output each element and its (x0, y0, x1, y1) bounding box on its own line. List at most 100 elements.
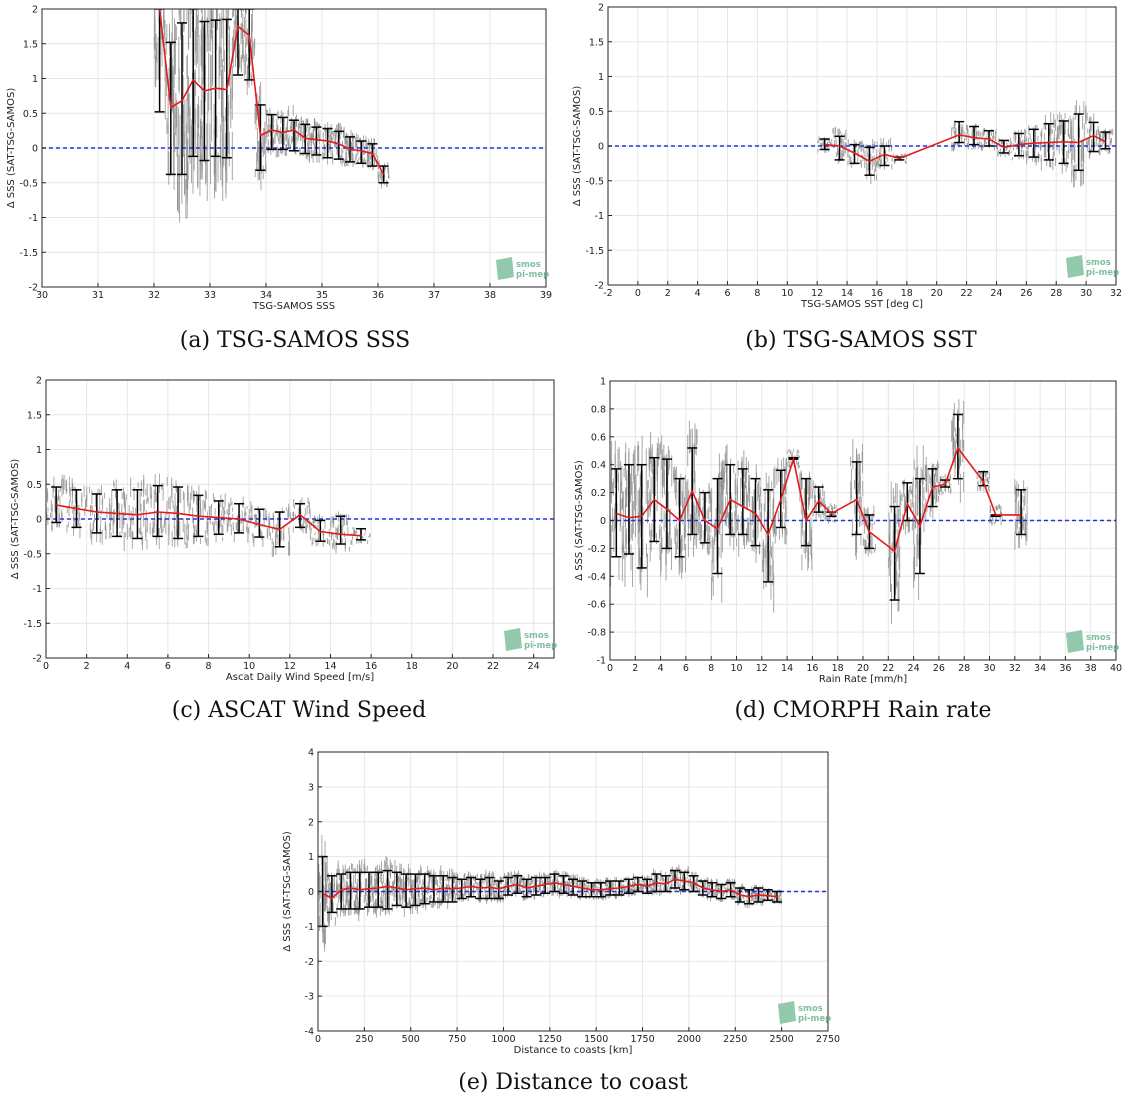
x-tick-label: 16 (365, 661, 377, 672)
x-tick-label: 0 (635, 288, 641, 299)
x-tick-label: 6 (165, 661, 171, 672)
scatter-cloud-a (153, 9, 390, 223)
x-tick-label: 18 (901, 288, 913, 299)
x-tick-label: 33 (204, 290, 216, 301)
x-tick-label: 24 (528, 661, 540, 672)
y-axis-label: Δ SSS (SAT-TSG-SAMOS) (6, 88, 17, 209)
y-tick-label: 1 (600, 377, 606, 388)
x-tick-label: 12 (756, 663, 768, 674)
y-tick-label: 0.2 (591, 488, 606, 499)
logo-text-line2: pi-mep (1086, 268, 1119, 278)
x-tick-label: 20 (446, 661, 458, 672)
x-tick-label: 32 (148, 290, 160, 301)
logo-text-line1: smos (1086, 258, 1111, 268)
y-tick-label: -0.4 (587, 572, 606, 583)
x-tick-label: 12 (284, 661, 296, 672)
chart-c: 0 2 4 6 8 10 12 14 16 18 20 22 24-2-1.5-1-0.500.511.… (10, 376, 557, 684)
y-tick-label: -0.2 (587, 544, 606, 555)
x-tick-label: 30 (983, 663, 995, 674)
y-tick-label: 1 (598, 72, 604, 83)
x-tick-label: 38 (484, 290, 496, 301)
y-tick-label: -2 (595, 281, 604, 292)
y-tick-label: 0 (36, 515, 42, 526)
logo-text-line1: smos (524, 631, 549, 641)
x-tick-label: 40 (1110, 663, 1122, 674)
mean-line (824, 134, 1106, 163)
y-tick-label: 1 (36, 445, 42, 456)
y-tick-label: -2 (33, 654, 42, 665)
y-tick-label: -1.5 (585, 246, 604, 257)
x-tick-label: 22 (961, 288, 973, 299)
x-tick-label: 0 (607, 663, 613, 674)
chart-a: 30 31 32 33 34 35 36 37 38 39 -2 -1.5 -1 -0.5 0 0.5 1 1.5… (6, 5, 552, 313)
y-tick-label: 2 (32, 5, 38, 16)
mean-line (158, 9, 385, 175)
x-tick-label: 37 (428, 290, 440, 301)
x-tick-label: 22 (487, 661, 499, 672)
logo-text-line2: pi-mep (524, 641, 557, 651)
x-tick-label: 6 (683, 663, 689, 674)
y-tick-label: -1 (595, 211, 604, 222)
y-tick-label: 0.6 (591, 432, 606, 443)
x-tick-label: 14 (781, 663, 793, 674)
x-tick-label: 2 (665, 288, 671, 299)
x-axis-label: Ascat Daily Wind Speed [m/s] (226, 672, 374, 683)
x-axis-label: TSG-SAMOS SST [deg C] (800, 299, 923, 310)
logo-mark (1066, 255, 1084, 278)
y-tick-label: -0.5 (19, 178, 38, 189)
x-tick-label: 26 (933, 663, 945, 674)
x-axis-label: Rain Rate [mm/h] (819, 674, 907, 685)
y-tick-label: 0.5 (27, 480, 42, 491)
x-tick-label: 14 (324, 661, 336, 672)
y-axis-label: Δ SSS (SAT-TSG-SAMOS) (574, 460, 585, 581)
x-tick-label: 6 (725, 288, 731, 299)
x-tick-label: 18 (406, 661, 418, 672)
y-tick-label: 0 (598, 142, 604, 153)
scatter-cloud-b (817, 100, 1114, 188)
logo-text-line1: smos (516, 260, 541, 270)
ticks-d: 0 2 4 6 8 10 12 14 16 18 20 22 24 26 28 30 32 34 36 38 40-1-… (587, 377, 1122, 675)
y-axis-label: Δ SSS (SAT-TSG-SAMOS) (572, 86, 583, 207)
y-tick-label: 1 (32, 74, 38, 85)
chart-b: -2 0 2 4 6 8 10 12 14 16 18 20 22 24 26 28 30 32-2-1.5-1-… (572, 3, 1122, 311)
logo-text-line1: smos (1086, 633, 1111, 643)
x-tick-label: 38 (1085, 663, 1097, 674)
y-tick-label: 0 (32, 144, 38, 155)
x-tick-label: -2 (603, 288, 612, 299)
logo-text-line2: pi-mep (516, 270, 549, 280)
mean-line (616, 446, 1022, 553)
x-tick-label: 8 (708, 663, 714, 674)
logo-mark (504, 628, 522, 651)
x-tick-label: 18 (832, 663, 844, 674)
logo-text-line2: pi-mep (1086, 643, 1119, 653)
x-tick-label: 10 (243, 661, 255, 672)
x-tick-label: 10 (730, 663, 742, 674)
y-tick-label: 2 (598, 3, 604, 14)
x-tick-label: 20 (857, 663, 869, 674)
y-tick-label: 0.5 (589, 107, 604, 118)
x-tick-label: 34 (260, 290, 272, 301)
y-tick-label: 0.8 (591, 404, 606, 415)
logo-mark (1066, 630, 1084, 653)
ticks-c: 0 2 4 6 8 10 12 14 16 18 20 22 24-2-1.5-1-0.500.511.… (23, 376, 539, 673)
x-tick-label: 32 (1110, 288, 1122, 299)
y-tick-label: -1.5 (23, 619, 42, 630)
y-axis-label: Δ SSS (SAT-TSG-SAMOS) (10, 459, 21, 580)
y-tick-label: -1 (29, 213, 38, 224)
y-tick-label: -1 (597, 656, 606, 667)
x-tick-label: 22 (882, 663, 894, 674)
mean-line (56, 504, 362, 537)
x-tick-label: 8 (754, 288, 760, 299)
x-tick-label: 31 (92, 290, 104, 301)
x-tick-label: 39 (540, 290, 552, 301)
x-tick-label: 30 (36, 290, 48, 301)
chart-d: 0 2 4 6 8 10 12 14 16 18 20 22 24 26 28 30 32 34 36 38 40-1-… (574, 377, 1122, 686)
x-tick-label: 10 (781, 288, 793, 299)
y-tick-label: -2 (29, 283, 38, 294)
scatter-cloud-c (46, 473, 371, 557)
